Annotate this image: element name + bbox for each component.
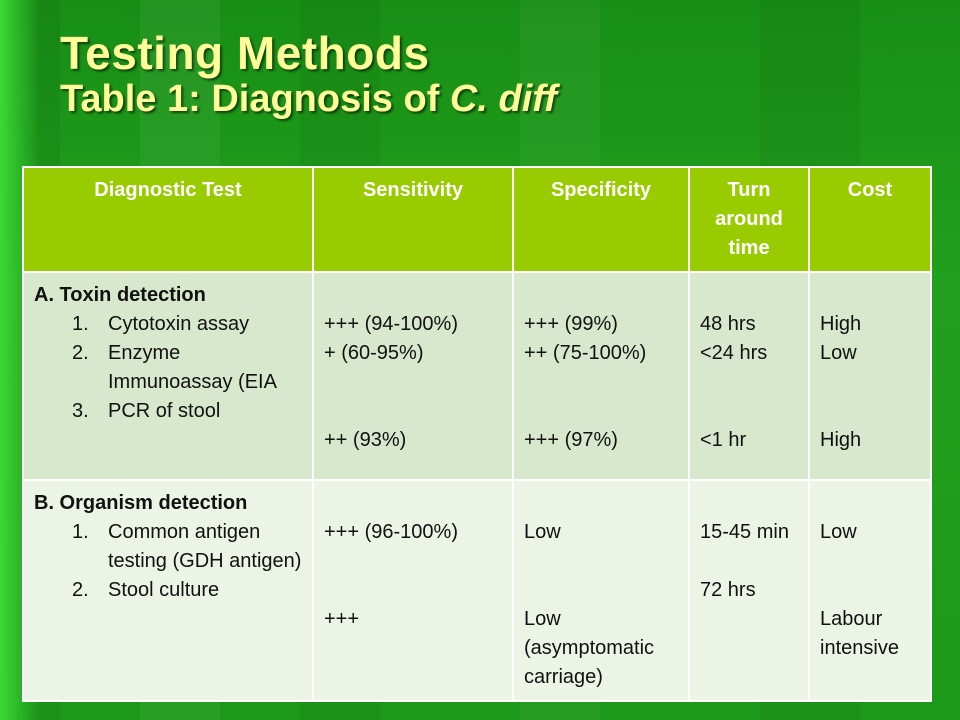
table-row-toxin-detection: A. Toxin detection 1. Cytotoxin assay 2. E… (22, 271, 932, 481)
value-line: ++ (75-100%) (524, 342, 647, 364)
diagnosis-table: Diagnostic Test Sensitivity Specificity … (22, 166, 932, 702)
list-text: Cytotoxin assay (108, 313, 250, 335)
value-line: +++ (324, 608, 360, 630)
list-item: 1. Cytotoxin assay (72, 310, 302, 339)
list-text: Stool culture (108, 579, 220, 601)
value-line: +++ (97%) (524, 429, 618, 451)
list-number: 2. (72, 579, 89, 601)
header-cost: Cost (808, 166, 932, 273)
list-number: 1. (72, 313, 89, 335)
title-line-1: Testing Methods (60, 27, 430, 79)
value-line: + (60-95%) (324, 342, 424, 364)
title-line-2-text: Table 1: Diagnosis of (60, 78, 450, 120)
table-row-organism-detection: B. Organism detection 1. Common antigen t… (22, 479, 932, 702)
title-line-2: Table 1: Diagnosis of C. diff (60, 80, 557, 118)
value-line: <24 hrs (700, 342, 768, 364)
cell-diagnostic-test: A. Toxin detection 1. Cytotoxin assay 2. E… (22, 271, 314, 481)
list-item: 3. PCR of stool (72, 397, 302, 426)
value-line: +++ (99%) (524, 313, 618, 335)
value-line: Labour intensive (820, 608, 899, 659)
cell-turnaround: 48 hrs <24 hrs <1 hr (688, 271, 810, 481)
list-text: Common antigen testing (GDH antigen) (108, 521, 302, 572)
value-line: Low (820, 342, 857, 364)
list-item: 2. Enzyme Immunoassay (EIA (72, 339, 302, 397)
title-organism: C. diff (449, 78, 557, 120)
header-diagnostic-test: Diagnostic Test (22, 166, 314, 273)
value-line: ++ (93%) (324, 429, 407, 451)
test-list: 1. Common antigen testing (GDH antigen) 2… (34, 518, 302, 605)
cell-sensitivity: +++ (94-100%) + (60-95%) ++ (93%) (312, 271, 514, 481)
list-text: PCR of stool (108, 400, 221, 422)
value-line: Low (820, 521, 857, 543)
value-line: <1 hr (700, 429, 747, 451)
value-line: +++ (96-100%) (324, 521, 458, 543)
value-line: Low (asymptomatic carriage) (524, 608, 655, 688)
value-line: Low (524, 521, 561, 543)
value-line: High (820, 429, 862, 451)
cell-sensitivity: +++ (96-100%) +++ (312, 479, 514, 702)
value-line: 72 hrs (700, 579, 756, 601)
list-number: 3. (72, 400, 89, 422)
table-header-row: Diagnostic Test Sensitivity Specificity … (22, 166, 932, 273)
list-item: 2. Stool culture (72, 576, 302, 605)
value-line: 15-45 min (700, 521, 789, 543)
test-list: 1. Cytotoxin assay 2. Enzyme Immunoassay (… (34, 310, 302, 426)
slide-title: Testing Methods Table 1: Diagnosis of C.… (60, 30, 557, 118)
header-specificity: Specificity (512, 166, 690, 273)
cell-specificity: +++ (99%) ++ (75-100%) +++ (97%) (512, 271, 690, 481)
cell-cost: Low Labour intensive (808, 479, 932, 702)
value-line: +++ (94-100%) (324, 313, 458, 335)
cell-diagnostic-test: B. Organism detection 1. Common antigen t… (22, 479, 314, 702)
list-item: 1. Common antigen testing (GDH antigen) (72, 518, 302, 576)
section-label: A. Toxin detection (34, 284, 206, 306)
cell-cost: High Low High (808, 271, 932, 481)
header-turnaround-time: Turn around time (688, 166, 810, 273)
value-line: High (820, 313, 862, 335)
section-label: B. Organism detection (34, 492, 248, 514)
list-number: 1. (72, 521, 89, 543)
value-line: 48 hrs (700, 313, 756, 335)
header-sensitivity: Sensitivity (312, 166, 514, 273)
list-text: Enzyme Immunoassay (EIA (108, 342, 277, 393)
list-number: 2. (72, 342, 89, 364)
cell-specificity: Low Low (asymptomatic carriage) (512, 479, 690, 702)
cell-turnaround: 15-45 min 72 hrs (688, 479, 810, 702)
